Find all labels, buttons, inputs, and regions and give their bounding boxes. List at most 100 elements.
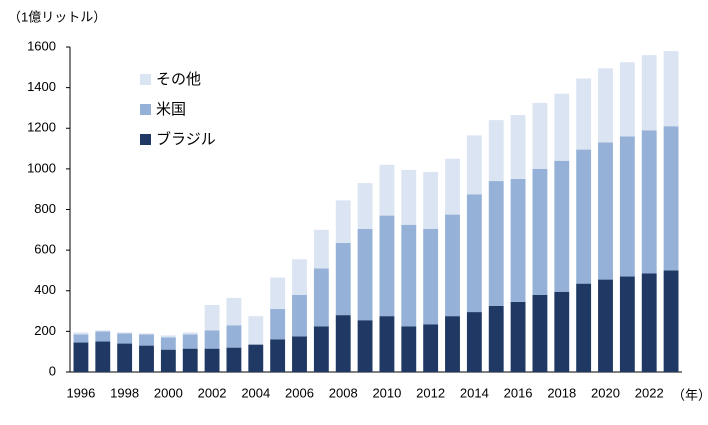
- legend-swatch: [140, 134, 151, 145]
- x-tick-label: 2006: [285, 385, 314, 400]
- y-tick-label: 200: [34, 323, 56, 338]
- bar-segment: [554, 93, 570, 161]
- bar-segment: [445, 158, 460, 215]
- bar-segment: [226, 347, 242, 372]
- x-tick-label: 1998: [110, 385, 139, 400]
- bar-segment: [139, 333, 154, 335]
- bar-segment: [95, 331, 111, 342]
- bar-segment: [204, 348, 220, 372]
- bar-segment: [641, 130, 657, 274]
- bar-segment: [182, 332, 198, 335]
- bar-segment: [423, 228, 439, 325]
- bar-segment: [270, 277, 286, 310]
- bar-segment: [139, 345, 154, 372]
- bar-segment: [466, 194, 482, 313]
- y-tick-label: 1600: [27, 38, 56, 53]
- x-tick-label: 2012: [416, 385, 445, 400]
- bar-segment: [641, 55, 657, 131]
- bar-segment: [313, 229, 329, 269]
- bar-segment: [379, 316, 395, 372]
- bar-segment: [598, 279, 613, 372]
- bar-segment: [204, 330, 220, 349]
- bar-segment: [95, 341, 111, 372]
- bar-segment: [73, 332, 89, 335]
- bar-segment: [357, 320, 373, 372]
- bar-segment: [292, 259, 307, 295]
- bar-segment: [532, 168, 548, 295]
- bar-segment: [117, 332, 133, 334]
- bar-segment: [663, 270, 679, 372]
- y-tick-label: 1200: [27, 120, 56, 135]
- bar-segment: [641, 273, 657, 372]
- y-tick-label: 600: [34, 242, 56, 257]
- bar-segment: [576, 283, 592, 372]
- y-tick-label: 1000: [27, 160, 56, 175]
- x-tick-label: 2022: [635, 385, 664, 400]
- y-tick-label: 400: [34, 282, 56, 297]
- legend-label: その他: [156, 71, 201, 88]
- bar-segment: [73, 334, 89, 343]
- bar-segment: [598, 68, 613, 143]
- x-tick-label: 2010: [372, 385, 401, 400]
- legend-label: 米国: [156, 101, 186, 118]
- bar-segment: [488, 181, 504, 306]
- bar-segment: [160, 335, 176, 338]
- bar-segment: [466, 135, 482, 195]
- bar-segment: [335, 200, 351, 244]
- bar-segment: [619, 136, 635, 277]
- bar-segment: [423, 171, 439, 229]
- bar-segment: [117, 343, 133, 372]
- bar-segment: [248, 316, 264, 345]
- x-tick-label: 2004: [241, 385, 270, 400]
- bar-segment: [510, 179, 526, 302]
- bar-segment: [313, 326, 329, 372]
- bar-segment: [445, 214, 460, 317]
- bar-segment: [182, 334, 198, 349]
- bar-segment: [292, 336, 307, 372]
- bar-segment: [248, 344, 264, 372]
- bar-segment: [576, 149, 592, 284]
- legend-swatch: [140, 74, 151, 85]
- bar-segment: [379, 164, 395, 216]
- y-axis-label: （1億リットル）: [8, 9, 106, 24]
- bar-segment: [226, 325, 242, 348]
- bar-segment: [619, 276, 635, 372]
- x-tick-label: 2014: [460, 385, 489, 400]
- bar-segment: [117, 333, 133, 344]
- legend-swatch: [140, 104, 151, 115]
- x-tick-label: 2020: [591, 385, 620, 400]
- bar-segment: [554, 160, 570, 292]
- bar-segment: [379, 215, 395, 317]
- bar-segment: [663, 51, 679, 127]
- x-tick-label: 2016: [504, 385, 533, 400]
- bar-segment: [401, 169, 417, 225]
- bar-segment: [270, 309, 286, 340]
- bar-segment: [226, 297, 242, 326]
- bar-segment: [335, 243, 351, 316]
- bar-segment: [576, 78, 592, 150]
- bar-segment: [532, 294, 548, 372]
- bar-segment: [357, 228, 373, 321]
- bar-segment: [619, 62, 635, 137]
- bar-segment: [357, 183, 373, 229]
- bar-segment: [510, 115, 526, 180]
- bar-segment: [335, 315, 351, 372]
- bar-segment: [73, 342, 89, 372]
- bar-segment: [466, 312, 482, 372]
- bar-segment: [182, 348, 198, 372]
- bar-segment: [292, 294, 307, 337]
- bar-segment: [423, 324, 439, 372]
- y-tick-label: 800: [34, 201, 56, 216]
- bar-segment: [401, 326, 417, 372]
- bar-segment: [488, 120, 504, 182]
- bar-segment: [204, 304, 220, 331]
- bar-segment: [598, 142, 613, 280]
- x-tick-label: 2008: [329, 385, 358, 400]
- bar-segment: [95, 330, 111, 332]
- x-tick-label: 1996: [66, 385, 95, 400]
- bar-segment: [401, 224, 417, 327]
- x-axis-label: （年）: [672, 387, 708, 402]
- x-tick-label: 2018: [547, 385, 576, 400]
